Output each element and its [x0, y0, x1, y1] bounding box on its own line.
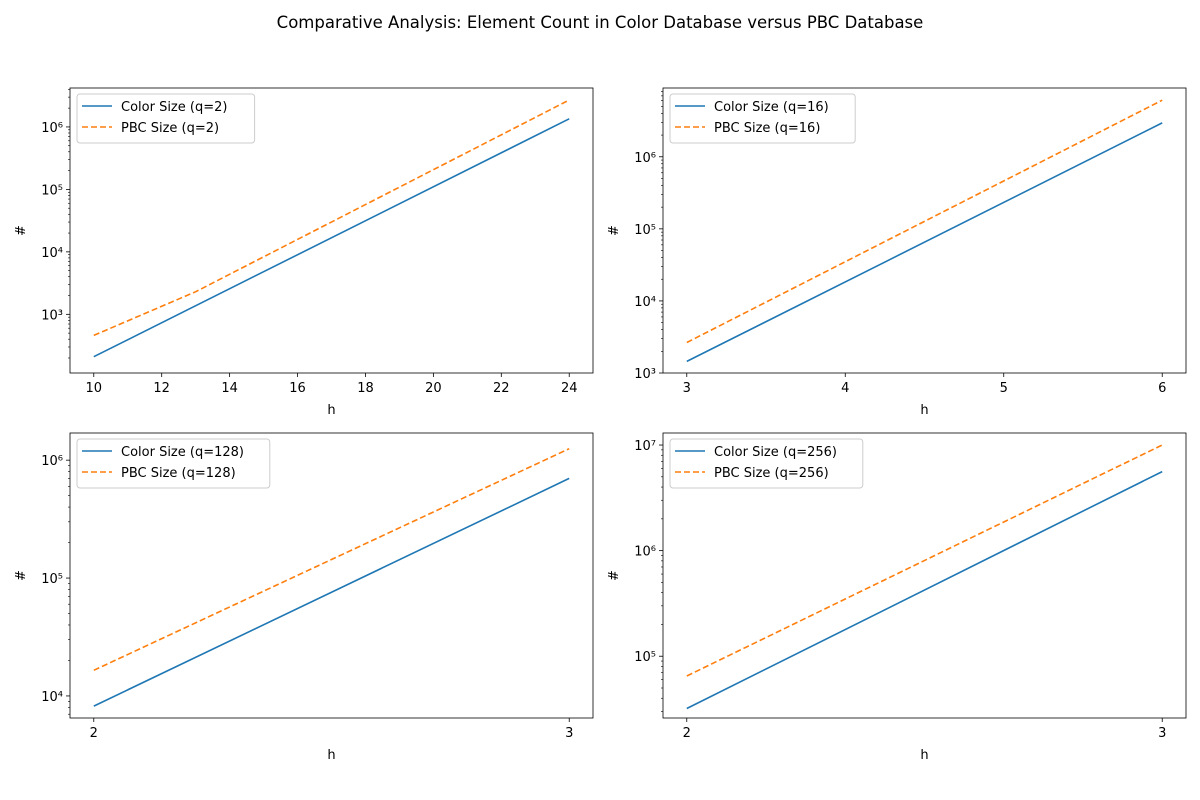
y-tick-label: 10³: [41, 308, 63, 323]
y-axis-label: #: [14, 225, 29, 236]
legend-box: [669, 93, 856, 144]
x-tick-label: 6: [1158, 381, 1166, 396]
y-tick-label: 10⁴: [41, 246, 63, 261]
y-tick-label: 10⁵: [41, 183, 63, 198]
y-axis-label: #: [14, 570, 29, 581]
pbc-size-line: [93, 447, 570, 672]
y-tick-label: 10⁶: [634, 545, 656, 560]
legend-label: PBC Size (q=256): [714, 466, 829, 481]
x-tick-label: 2: [683, 726, 691, 741]
legend-box: [76, 438, 271, 489]
x-tick-label: 20: [425, 381, 442, 396]
x-tick-label: 22: [493, 381, 510, 396]
y-axis-label: #: [607, 570, 622, 581]
subplot-3: 10⁴ 10⁵ 10⁶ 2 3 h # Color Size (q=128) PBC Size …: [14, 432, 594, 763]
x-tick-label: 10: [85, 381, 102, 396]
subplot-2: 10³ 10⁴ 10⁵ 10⁶ 3 4 5 6 h # Color Size (q=16) PBC S…: [607, 87, 1187, 418]
y-tick-label: 10⁶: [41, 454, 63, 469]
legend-label: Color Size (q=128): [121, 445, 244, 460]
x-tick-label: 3: [1158, 726, 1166, 741]
y-tick-label: 10⁶: [41, 121, 63, 136]
x-tick-label: 4: [841, 381, 849, 396]
legend-box: [669, 438, 864, 489]
legend-label: Color Size (q=2): [121, 100, 227, 115]
color-size-line: [686, 470, 1163, 710]
x-axis-label: h: [920, 748, 928, 763]
legend-box: [76, 93, 256, 144]
axes-frame: [69, 87, 594, 374]
legend-label: PBC Size (q=128): [121, 466, 236, 481]
figure-title: Comparative Analysis: Element Count in C…: [276, 13, 924, 32]
color-size-line: [686, 122, 1163, 363]
axes-frame: [662, 87, 1187, 374]
x-tick-label: 2: [90, 726, 98, 741]
x-tick-label: 5: [1000, 381, 1008, 396]
legend-label: PBC Size (q=2): [121, 121, 219, 136]
y-tick-label: 10⁵: [634, 223, 656, 238]
pbc-size-line: [686, 444, 1163, 677]
pbc-size-line: [93, 99, 570, 337]
x-tick-label: 24: [561, 381, 578, 396]
subplot-1: 10³ 10⁴ 10⁵ 10⁶ 10 12 14 16 18 20 22 24 h # Color Size…: [14, 87, 594, 418]
x-tick-label: 14: [221, 381, 238, 396]
y-axis-label: #: [607, 225, 622, 236]
y-tick-label: 10⁵: [634, 650, 656, 665]
y-tick-label: 10⁴: [41, 690, 63, 705]
subplot-4: 10⁵ 10⁶ 10⁷ 2 3 h # Color Size (q=256) PBC Size …: [607, 432, 1187, 763]
pbc-size-line: [686, 99, 1163, 344]
y-tick-label: 10⁴: [634, 295, 656, 310]
x-tick-label: 12: [153, 381, 170, 396]
legend-label: PBC Size (q=16): [714, 121, 820, 136]
x-axis-label: h: [327, 748, 335, 763]
y-tick-label: 10⁶: [634, 151, 656, 166]
x-axis-label: h: [327, 403, 335, 418]
x-axis-label: h: [920, 403, 928, 418]
y-tick-label: 10³: [634, 367, 656, 382]
x-tick-label: 3: [683, 381, 691, 396]
x-tick-label: 3: [565, 726, 573, 741]
y-tick-label: 10⁵: [41, 572, 63, 587]
x-tick-label: 18: [357, 381, 374, 396]
legend-label: Color Size (q=16): [714, 100, 829, 115]
color-size-line: [93, 118, 570, 358]
axes-frame: [69, 432, 594, 719]
legend-label: Color Size (q=256): [714, 445, 837, 460]
y-tick-label: 10⁷: [634, 439, 656, 454]
color-size-line: [93, 477, 570, 707]
axes-frame: [662, 432, 1187, 719]
x-tick-label: 16: [289, 381, 306, 396]
